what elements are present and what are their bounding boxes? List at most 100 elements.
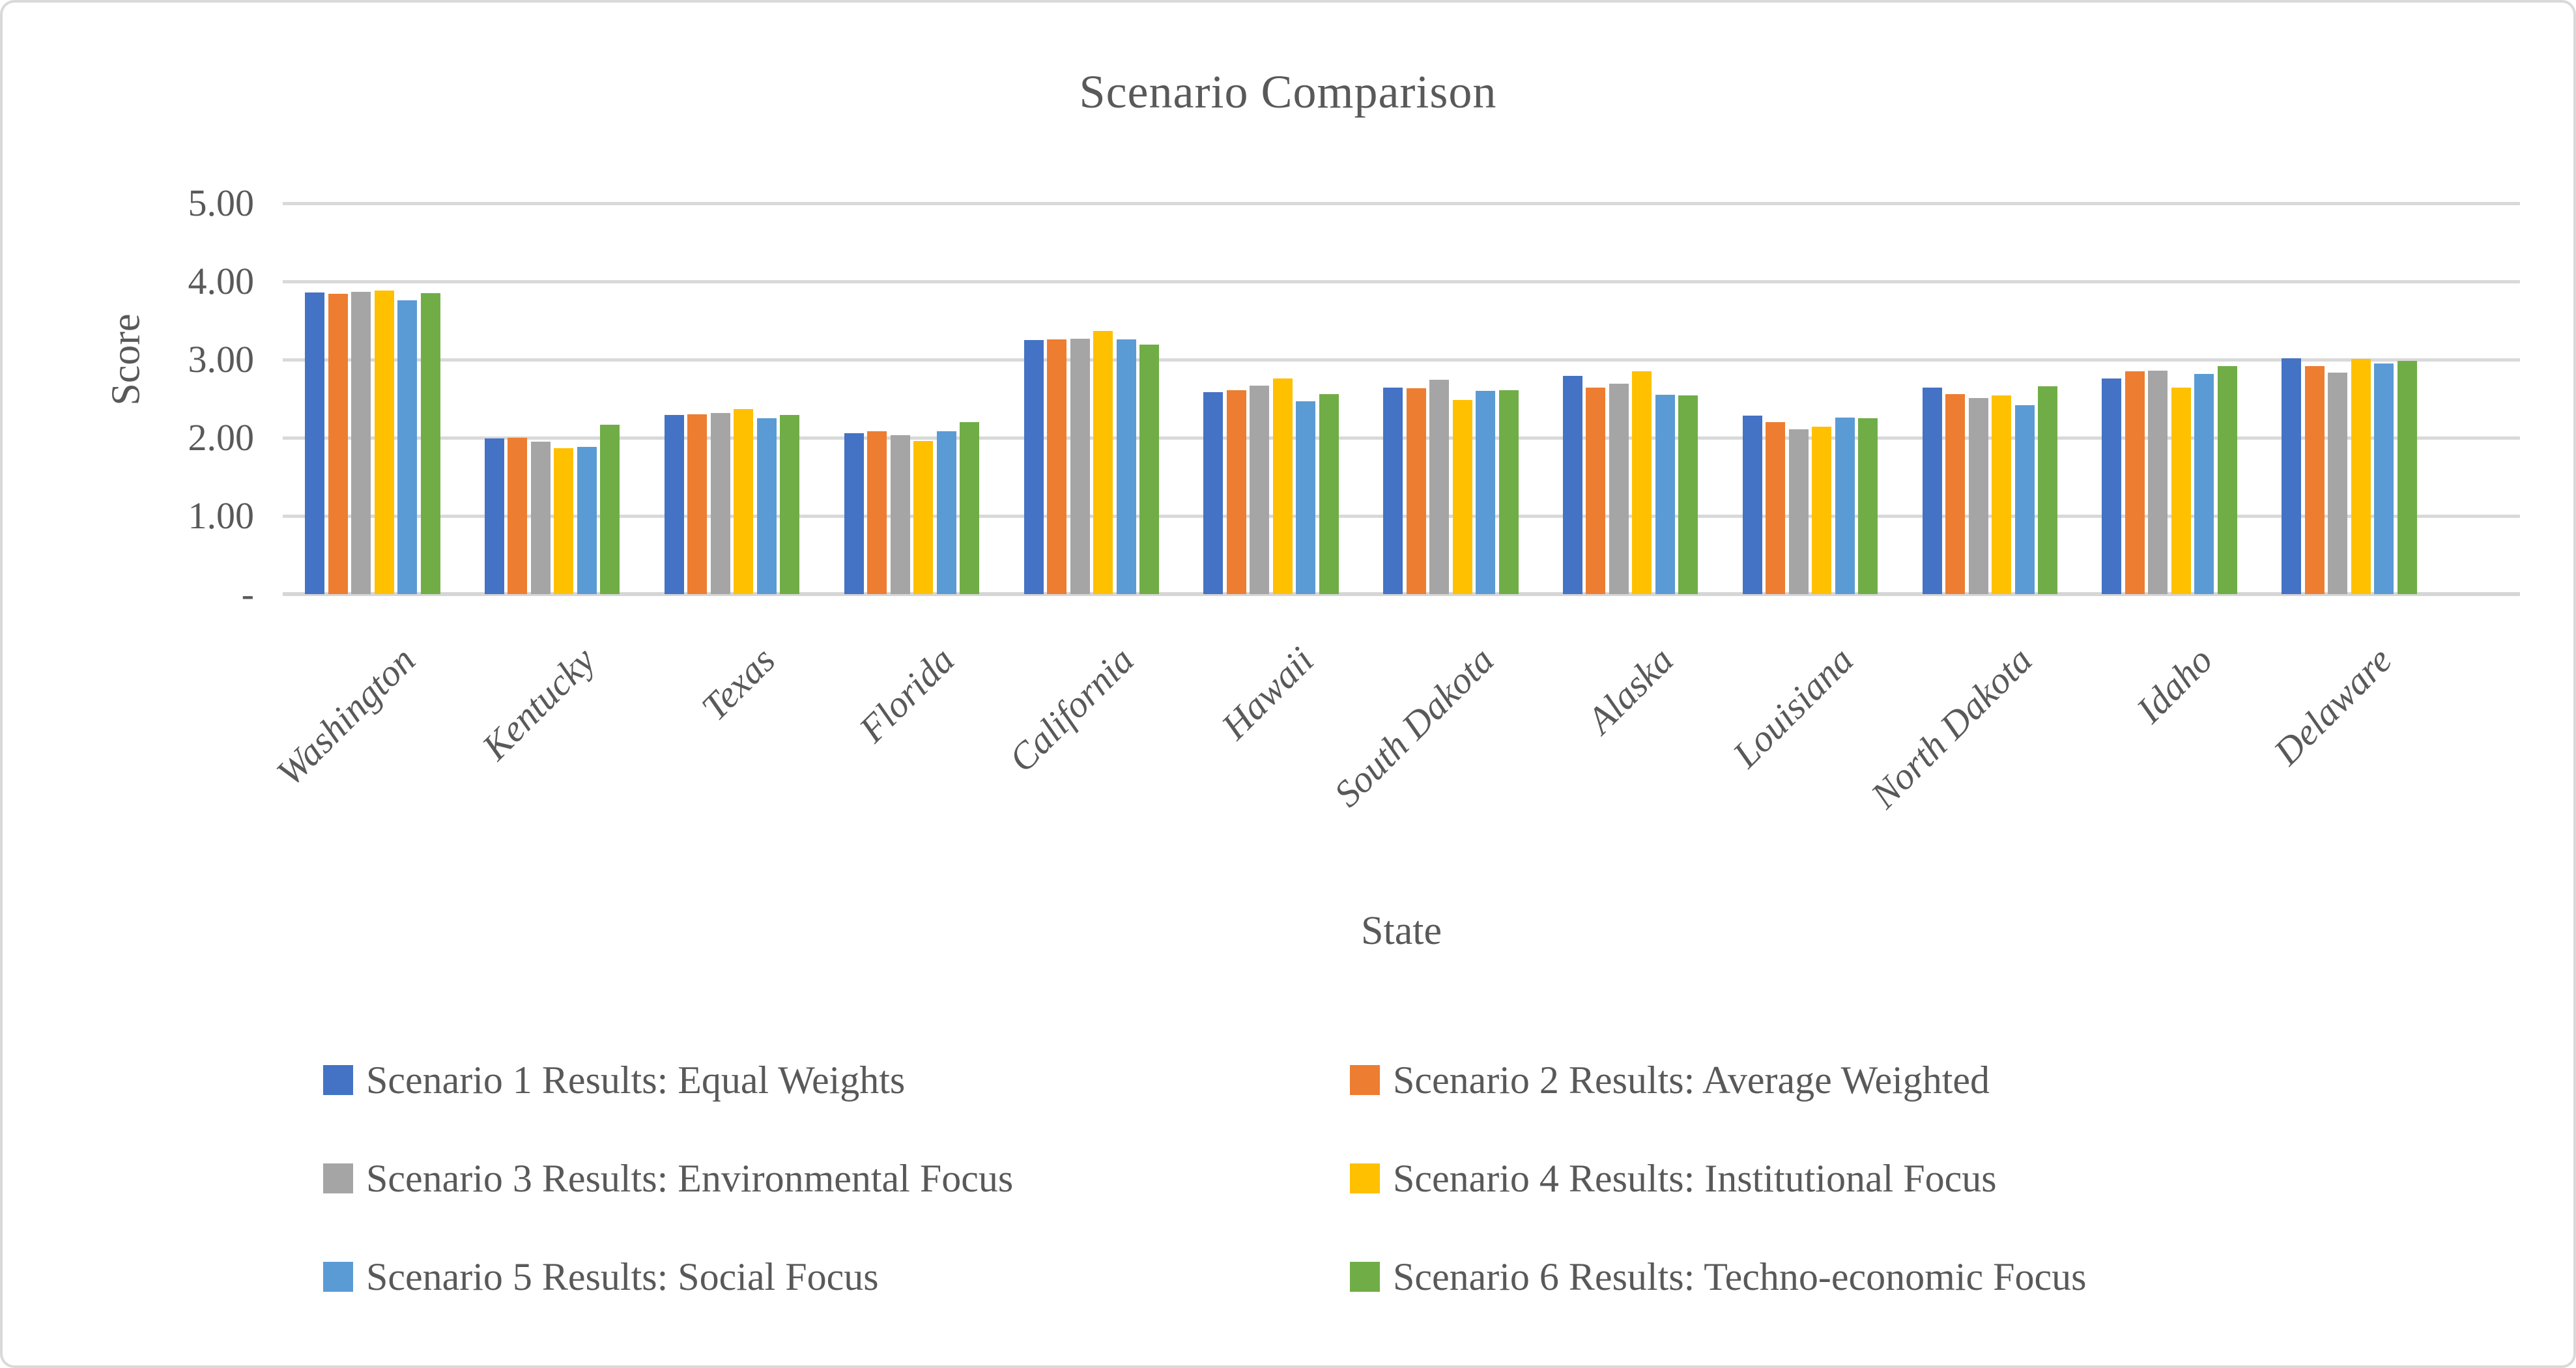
- legend-item-scenario-5: Scenario 5 Results: Social Focus: [323, 1256, 879, 1298]
- bar-north-dakota-s5: [2015, 405, 2035, 594]
- bar-louisiana-s2: [1766, 422, 1785, 594]
- legend-label: Scenario 4 Results: Institutional Focus: [1393, 1157, 1997, 1200]
- bar-alaska-s2: [1586, 388, 1605, 594]
- x-tick-label: North Dakota: [1863, 638, 2040, 817]
- x-tick-label: Kentucky: [474, 638, 603, 769]
- bar-hawaii-s6: [1319, 394, 1339, 594]
- bar-north-dakota-s3: [1969, 398, 1988, 594]
- gridline: [283, 280, 2520, 283]
- bar-florida-s5: [937, 431, 956, 594]
- x-tick-label: Idaho: [2128, 638, 2220, 732]
- bar-louisiana-s6: [1858, 418, 1878, 594]
- legend-label: Scenario 3 Results: Environmental Focus: [366, 1157, 1014, 1200]
- x-tick-label: Louisiana: [1724, 638, 1861, 776]
- legend-item-scenario-6: Scenario 6 Results: Techno-economic Focu…: [1350, 1256, 2086, 1298]
- bar-florida-s6: [960, 422, 979, 594]
- bar-texas-s3: [711, 413, 730, 594]
- bar-kentucky-s1: [485, 438, 504, 594]
- legend-swatch: [1350, 1065, 1380, 1095]
- bar-florida-s2: [867, 431, 887, 594]
- bar-louisiana-s5: [1835, 418, 1855, 594]
- bar-florida-s3: [891, 435, 910, 594]
- bar-idaho-s3: [2148, 371, 2168, 594]
- x-tick-label: Hawaii: [1213, 638, 1322, 748]
- bar-louisiana-s1: [1743, 416, 1762, 594]
- bar-north-dakota-s6: [2038, 386, 2057, 594]
- bar-kentucky-s4: [554, 448, 573, 594]
- gridline: [283, 358, 2520, 362]
- bar-alaska-s5: [1655, 395, 1675, 594]
- bar-north-dakota-s1: [1923, 388, 1942, 594]
- bar-louisiana-s3: [1789, 429, 1809, 594]
- y-tick-label: 5.00: [188, 182, 255, 224]
- bar-north-dakota-s4: [1992, 395, 2011, 594]
- bar-idaho-s4: [2171, 388, 2191, 594]
- bar-south-dakota-s4: [1453, 400, 1472, 594]
- y-tick-label: 4.00: [188, 260, 255, 302]
- bar-idaho-s2: [2125, 371, 2145, 594]
- x-tick-label: Washington: [268, 638, 423, 794]
- bar-alaska-s6: [1678, 395, 1698, 594]
- bar-washington-s6: [421, 293, 440, 594]
- x-tick-label: Delaware: [2265, 638, 2400, 773]
- bar-hawaii-s4: [1273, 378, 1293, 594]
- bar-california-s6: [1139, 345, 1159, 594]
- y-tick-label: 3.00: [188, 338, 255, 380]
- bar-south-dakota-s3: [1429, 380, 1449, 594]
- bar-washington-s3: [351, 292, 371, 594]
- bar-texas-s4: [734, 409, 753, 594]
- bar-idaho-s5: [2194, 374, 2214, 594]
- bar-idaho-s1: [2102, 378, 2121, 594]
- legend-swatch: [1350, 1163, 1380, 1193]
- bar-texas-s2: [687, 414, 707, 594]
- legend-swatch: [1350, 1262, 1380, 1292]
- x-tick-label: California: [1001, 638, 1142, 780]
- gridline: [283, 202, 2520, 205]
- y-tick-label: -: [241, 573, 254, 615]
- bar-idaho-s6: [2218, 366, 2237, 594]
- bar-kentucky-s3: [531, 442, 551, 594]
- legend-swatch: [323, 1065, 353, 1095]
- bar-delaware-s4: [2351, 359, 2371, 594]
- legend-item-scenario-1: Scenario 1 Results: Equal Weights: [323, 1059, 905, 1101]
- legend-label: Scenario 2 Results: Average Weighted: [1393, 1059, 1990, 1102]
- y-tick-label: 2.00: [188, 416, 255, 459]
- bar-california-s4: [1093, 331, 1113, 594]
- bar-california-s3: [1070, 339, 1090, 594]
- bar-hawaii-s2: [1227, 390, 1246, 594]
- bar-california-s2: [1047, 339, 1066, 594]
- bar-delaware-s5: [2374, 363, 2394, 594]
- bar-hawaii-s1: [1203, 392, 1223, 594]
- legend-item-scenario-3: Scenario 3 Results: Environmental Focus: [323, 1158, 1013, 1199]
- bar-texas-s1: [665, 415, 684, 594]
- bar-south-dakota-s5: [1476, 391, 1495, 594]
- x-axis-title: State: [1361, 909, 1442, 953]
- legend-label: Scenario 1 Results: Equal Weights: [366, 1059, 906, 1102]
- bar-delaware-s2: [2305, 366, 2325, 594]
- bar-washington-s1: [305, 292, 324, 594]
- bar-hawaii-s5: [1296, 401, 1315, 594]
- bar-delaware-s6: [2397, 361, 2417, 594]
- bar-hawaii-s3: [1250, 386, 1269, 594]
- bar-kentucky-s5: [577, 447, 597, 594]
- x-tick-label: Alaska: [1579, 638, 1682, 742]
- bar-alaska-s4: [1632, 371, 1652, 594]
- y-tick-label: 1.00: [188, 494, 255, 537]
- bar-texas-s5: [757, 418, 777, 594]
- bar-louisiana-s4: [1812, 427, 1831, 594]
- bar-washington-s2: [328, 294, 348, 594]
- bar-delaware-s3: [2328, 373, 2347, 594]
- bar-delaware-s1: [2282, 358, 2301, 594]
- bar-florida-s4: [913, 441, 933, 594]
- bar-california-s1: [1024, 340, 1044, 594]
- bar-south-dakota-s2: [1407, 388, 1426, 594]
- chart-title: Scenario Comparison: [1079, 66, 1497, 118]
- legend-item-scenario-4: Scenario 4 Results: Institutional Focus: [1350, 1158, 1997, 1199]
- legend-label: Scenario 5 Results: Social Focus: [366, 1255, 879, 1298]
- bar-texas-s6: [780, 415, 799, 594]
- x-tick-label: Texas: [693, 638, 783, 729]
- bar-north-dakota-s2: [1945, 394, 1965, 594]
- bar-alaska-s3: [1609, 384, 1629, 594]
- x-tick-label: South Dakota: [1325, 638, 1502, 815]
